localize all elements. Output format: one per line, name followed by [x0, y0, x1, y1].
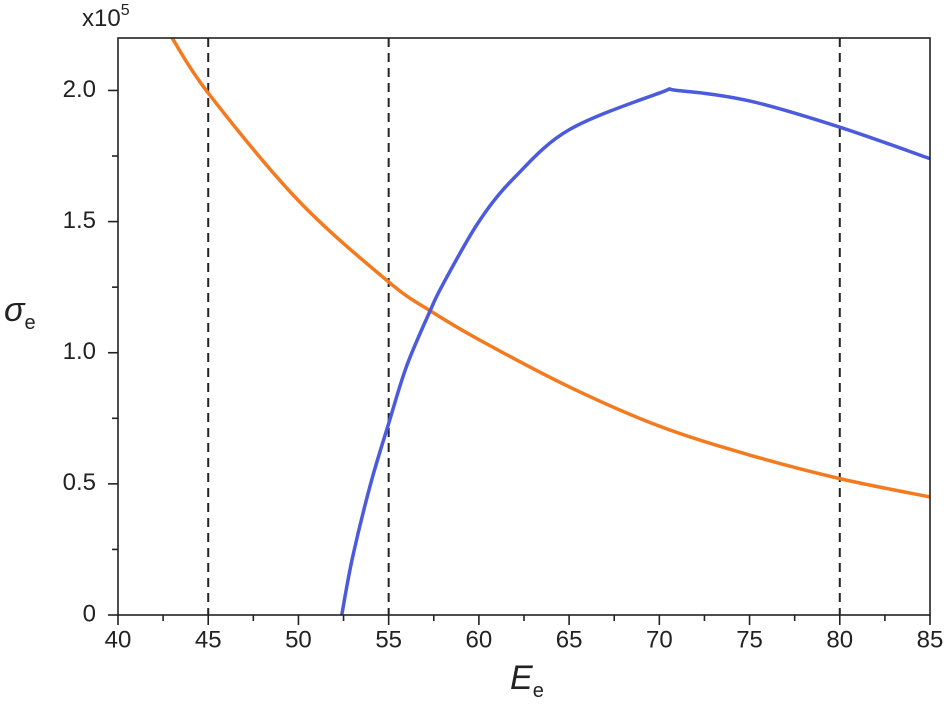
y-tick-label: 1.0: [63, 338, 96, 365]
x-axis-subscript: e: [533, 680, 544, 702]
x-axis-title: Ee: [510, 659, 544, 702]
y-tick-label: 0: [83, 600, 96, 627]
x-tick-label: 65: [556, 626, 583, 653]
y-tick-label: 2.0: [63, 76, 96, 103]
series-line: [340, 87, 931, 616]
x-tick-label: 75: [736, 626, 763, 653]
y-scale-base: x10: [82, 5, 121, 32]
y-tick-label: 0.5: [63, 469, 96, 496]
series-line: [170, 37, 931, 499]
x-tick-label: 45: [195, 626, 222, 653]
x-tick-label: 55: [375, 626, 402, 653]
x-axis-symbol: E: [510, 659, 533, 697]
y-scale-exponent: 5: [121, 2, 130, 19]
x-tick-label: 85: [917, 626, 944, 653]
y-axis-subscript: e: [25, 312, 36, 334]
x-tick-label: 50: [285, 626, 312, 653]
y-axis-title: σe: [4, 291, 36, 334]
y-scale-label: x105: [82, 2, 130, 32]
x-tick-label: 40: [105, 626, 132, 653]
y-tick-label: 1.5: [63, 207, 96, 234]
y-axis-symbol: σ: [4, 291, 26, 329]
x-tick-label: 80: [826, 626, 853, 653]
x-tick-label: 70: [646, 626, 673, 653]
x-tick-label: 60: [466, 626, 493, 653]
plot-frame: [117, 37, 931, 616]
